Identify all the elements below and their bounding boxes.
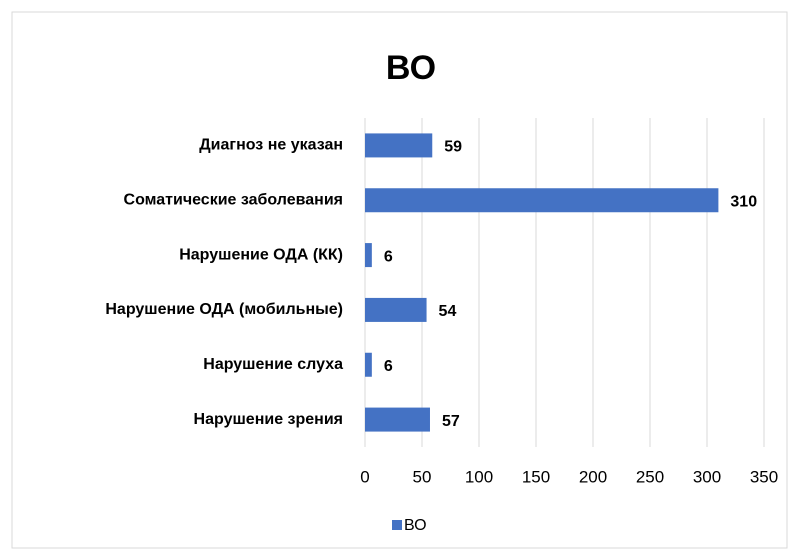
data-label: 310 <box>730 193 757 210</box>
data-label: 59 <box>444 139 462 156</box>
x-tick-label: 250 <box>636 467 664 486</box>
bar <box>365 188 719 213</box>
y-tick-label: Нарушение ОДА (КК) <box>179 246 343 263</box>
legend-swatch <box>392 520 402 530</box>
chart-frame <box>11 11 788 549</box>
bar <box>365 297 427 322</box>
x-tick-label: 0 <box>360 467 369 486</box>
data-label: 57 <box>442 413 460 430</box>
data-label: 6 <box>384 358 393 375</box>
x-tick-label: 350 <box>750 467 778 486</box>
legend-label: ВО <box>404 517 427 534</box>
x-tick-label: 50 <box>413 467 432 486</box>
x-tick-label: 150 <box>522 467 550 486</box>
bar <box>365 243 372 268</box>
y-tick-label: Нарушение зрения <box>194 411 343 428</box>
x-tick-label: 200 <box>579 467 607 486</box>
y-tick-label: Соматические заболевания <box>124 191 343 208</box>
y-tick-label: Нарушение слуха <box>203 356 343 373</box>
data-label: 54 <box>439 303 457 320</box>
bar <box>365 352 372 377</box>
x-tick-label: 100 <box>465 467 493 486</box>
chart-title: ВО <box>386 49 436 87</box>
y-tick-label: Диагноз не указан <box>199 137 343 154</box>
y-tick-label: Нарушение ОДА (мобильные) <box>105 301 343 318</box>
bar <box>365 407 430 432</box>
bar <box>365 133 433 158</box>
x-tick-label: 300 <box>693 467 721 486</box>
data-label: 6 <box>384 248 393 265</box>
